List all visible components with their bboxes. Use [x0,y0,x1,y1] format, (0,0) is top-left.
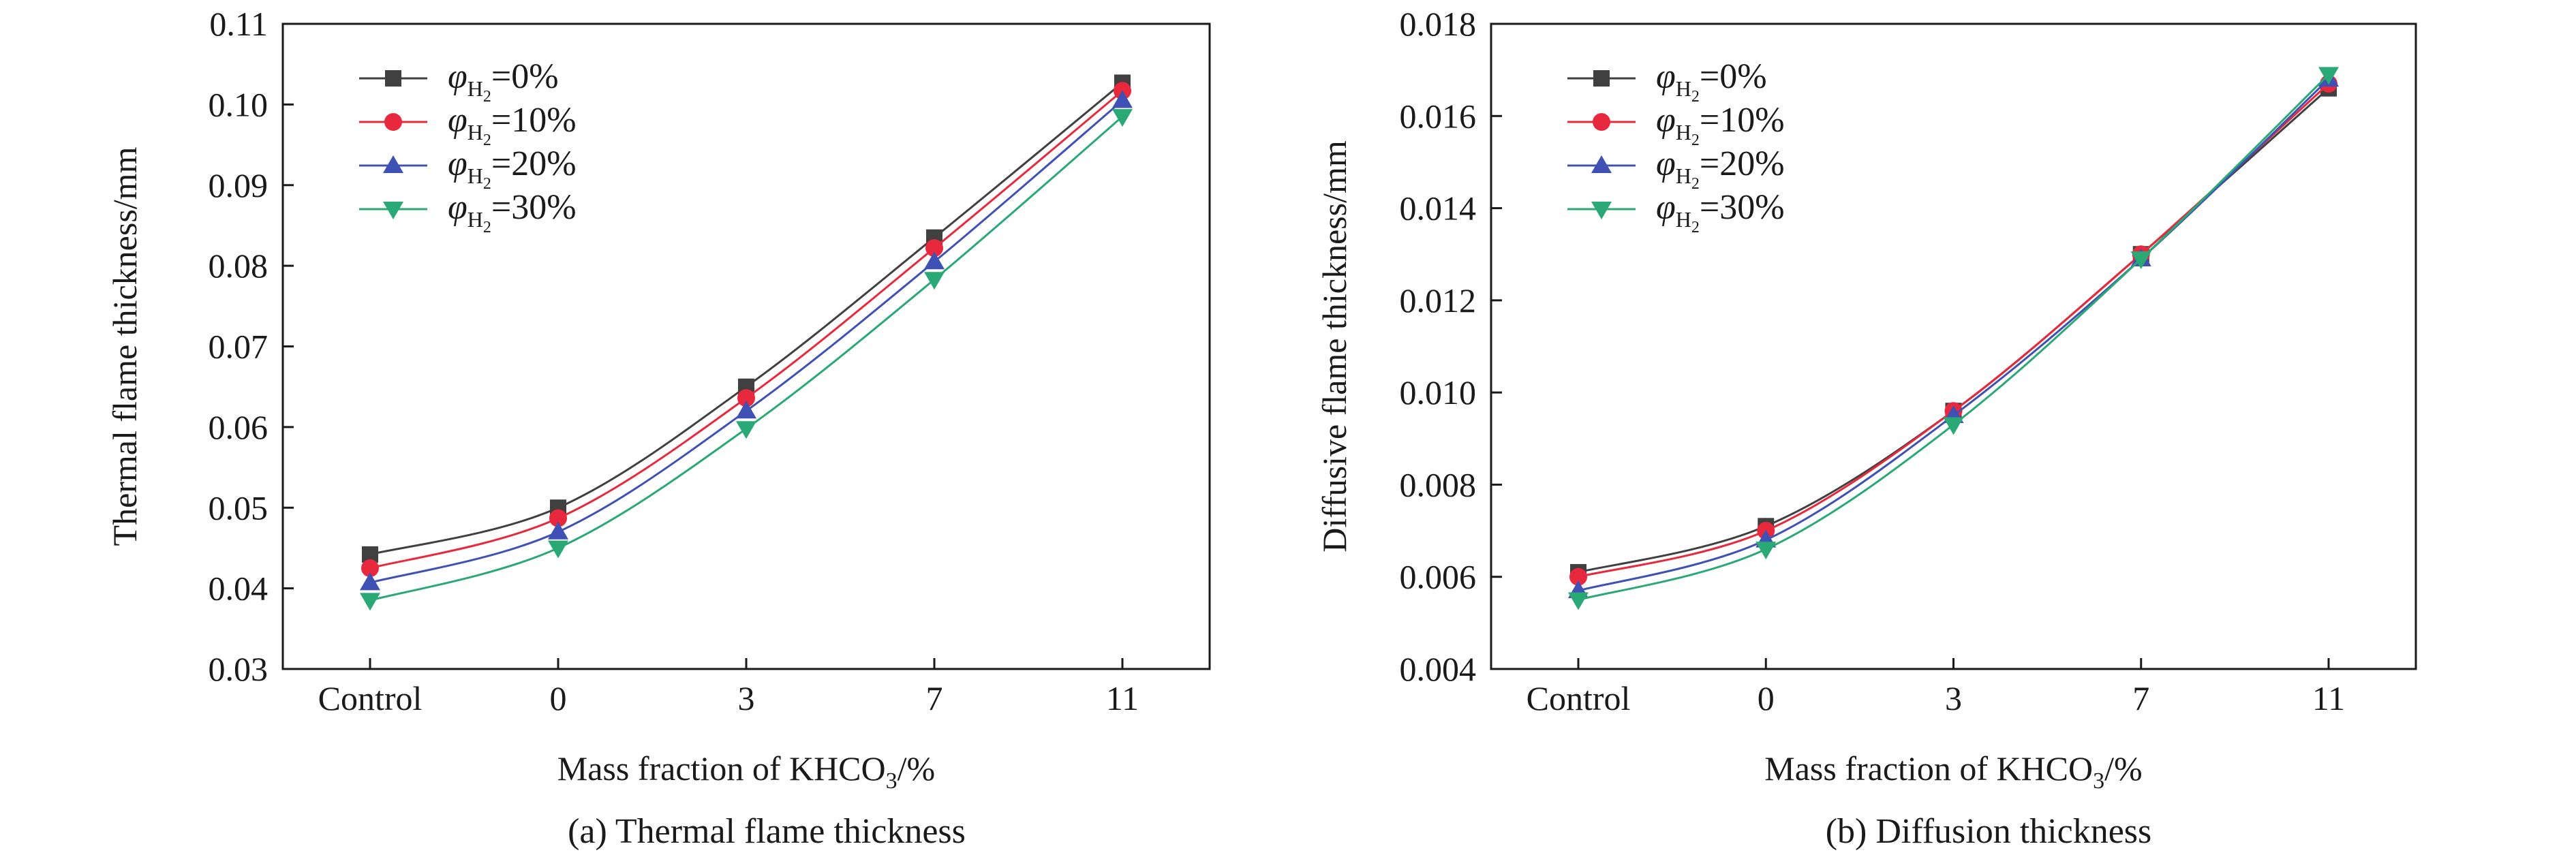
y-tick-label: 0.10 [209,85,269,123]
data-point [360,593,380,611]
data-point [1755,542,1777,560]
series-0 [362,74,1131,563]
y-tick-label: 0.07 [209,328,269,366]
x-axis-title: Mass fraction of KHCO3/% [1764,749,2142,794]
y-tick-label: 0.008 [1400,465,1477,503]
series-3 [1568,67,2339,610]
series-1 [361,82,1131,578]
series-line [369,99,1123,584]
data-point [2318,67,2339,85]
x-tick-label: 7 [926,679,943,717]
data-point [2130,251,2151,269]
data-point [924,251,945,270]
legend-marker [383,155,403,173]
data-point [361,559,379,578]
series-1 [1569,74,2337,586]
legend-label: φH2=0% [1656,57,1767,106]
y-tick-label: 0.06 [209,408,269,446]
series-line [369,82,1123,556]
legend-label: φH2=10% [1656,101,1785,149]
y-axis-title: Diffusive flame thickness/mm [1315,140,1353,552]
chart-caption: (a) Thermal flame thickness [568,812,966,851]
data-point [1568,592,1589,610]
legend-label: φH2=20% [448,144,577,193]
x-tick-label: 7 [2132,679,2149,717]
data-point [925,239,943,258]
y-tick-label: 0.04 [209,570,269,608]
data-point [924,272,945,290]
series-line [1578,87,2329,574]
y-tick-label: 0.08 [209,247,269,285]
series-line [369,90,1123,570]
data-point [1112,109,1133,127]
legend-label: φH2=30% [448,188,577,236]
legend-marker [1591,202,1612,219]
y-tick-label: 0.006 [1400,558,1477,596]
data-point [736,421,756,439]
chart-diffusive-flame-thickness: 0.004 0.006 0.008 0.010 0.012 0.014 0.016 0.018… [1315,5,2417,851]
data-point [736,401,756,419]
x-tick-label: 0 [1758,679,1775,717]
data-point [737,389,755,407]
y-tick-label: 0.004 [1400,650,1477,688]
series-line [1578,74,2330,601]
x-tick-label: 3 [1945,679,1962,717]
legend-marker [384,113,402,131]
legend-marker [383,202,403,219]
series-3 [360,109,1133,611]
x-tick-label: 11 [1106,679,1139,717]
y-tick-label: 0.03 [209,650,269,688]
y-tick-label: 0.05 [209,488,269,527]
plot-frame [1490,22,2417,670]
data-point [1112,90,1133,108]
y-tick-label: 0.11 [209,5,268,43]
y-tick-label: 0.012 [1400,281,1477,320]
legend-marker [385,70,401,87]
legend-marker [1593,113,1610,131]
series-2 [1568,69,2339,599]
x-tick-label: 0 [550,679,567,717]
data-point [548,521,568,540]
legend-marker [1593,70,1610,87]
y-tick-label: 0.010 [1400,373,1477,411]
x-axis-title: Mass fraction of KHCO3/% [557,749,935,794]
series-line [1578,82,2330,578]
legend-label: φH2=0% [448,57,559,106]
data-point [1569,567,1587,586]
legend-label: φH2=10% [448,101,577,149]
legend: φH2=0%φH2=10%φH2=20%φH2=30% [1567,57,1785,236]
series-line [1578,78,2330,592]
series-0 [1570,80,2337,580]
chart-thermal-flame-thickness: 0.03 0.04 0.05 0.06 0.07 0.08 0.09 0.10 0.11 Cont… [106,5,1211,851]
chart-caption: (b) Diffusion thickness [1826,812,2152,851]
legend-marker [1591,155,1612,173]
y-tick-label: 0.018 [1400,5,1477,43]
y-tick-label: 0.09 [209,166,269,204]
legend-label: φH2=20% [1656,144,1785,193]
legend-label: φH2=30% [1656,188,1785,236]
data-point [1943,417,1964,435]
x-tick-label: 11 [2312,679,2345,717]
x-tick-label: Control [318,679,423,717]
legend: φH2=0%φH2=10%φH2=20%φH2=30% [359,57,577,236]
x-tick-label: Control [1527,679,1631,717]
y-tick-label: 0.014 [1400,189,1477,228]
x-tick-label: 3 [738,679,755,717]
y-tick-label: 0.016 [1400,97,1477,135]
y-axis-title: Thermal flame thickness/mm [106,146,144,546]
series-2 [360,90,1133,591]
data-point [549,509,567,527]
data-point [360,572,380,591]
data-point [548,540,568,559]
